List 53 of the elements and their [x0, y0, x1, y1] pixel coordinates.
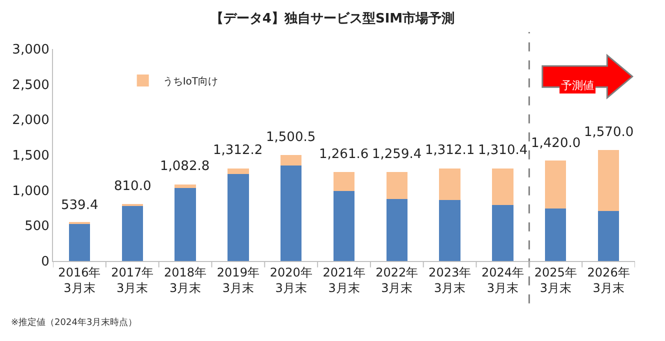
bar — [174, 184, 196, 188]
bar — [545, 160, 566, 209]
x-tick-label: 2022年 3月末 — [376, 265, 418, 295]
x-tick-label: 2016年 3月末 — [58, 265, 101, 295]
y-tick-label: 500 — [24, 219, 50, 234]
y-tick-label: 2,000 — [12, 113, 50, 128]
x-tick-label: 2018年 3月末 — [164, 265, 207, 295]
total-label: 1,570.0 — [584, 125, 634, 140]
y-tick-label: 2,500 — [12, 78, 50, 93]
bar — [492, 168, 514, 206]
x-tick-label: 2017年 3月末 — [111, 265, 154, 295]
total-label: 810.0 — [114, 179, 152, 194]
bar — [492, 205, 514, 261]
y-tick-label: 3,000 — [12, 42, 50, 58]
total-label: 539.4 — [61, 198, 98, 213]
chart-title: 【データ4】独自サービス型SIM市場予測 — [210, 10, 455, 27]
bar — [122, 206, 143, 261]
total-label: 1,261.6 — [319, 147, 369, 162]
bar — [439, 200, 460, 261]
x-tick-label: 2025年 3月末 — [534, 265, 577, 295]
legend-label: うちIoT向け — [162, 75, 218, 88]
bar — [280, 166, 302, 261]
total-label: 1,500.5 — [266, 130, 316, 145]
total-label: 1,312.2 — [213, 143, 263, 158]
bar — [545, 208, 566, 261]
bar — [386, 198, 408, 261]
y-tick-label: 1,500 — [12, 148, 50, 164]
x-tick-label: 2023年 3月末 — [428, 265, 472, 295]
bar — [333, 191, 355, 261]
bar — [439, 168, 460, 200]
bar — [386, 172, 408, 199]
total-label: 1,259.4 — [372, 147, 422, 162]
total-label: 1,082.8 — [160, 159, 210, 174]
annotation: 予測値 — [561, 79, 594, 92]
text: ※推定値（2024年3月末時点） — [11, 317, 138, 328]
bar — [598, 210, 620, 261]
bar — [174, 188, 196, 261]
total-label: 1,310.4 — [478, 143, 528, 158]
y-tick-label: 0 — [41, 254, 50, 270]
bar — [228, 174, 249, 261]
x-tick-label: 2021年 3月末 — [322, 265, 366, 295]
bar — [280, 154, 302, 166]
bar — [68, 224, 90, 261]
x-tick-label: 2024年 3月末 — [481, 265, 524, 295]
bar — [228, 168, 249, 174]
y-tick-label: 1,000 — [12, 184, 50, 199]
bar — [333, 172, 355, 192]
bar — [598, 150, 620, 211]
x-tick-label: 2019年 3月末 — [216, 265, 260, 295]
x-tick-label: 2020年 3月末 — [270, 265, 312, 295]
x-tick-label: 2026年 3月末 — [587, 265, 630, 295]
total-label: 1,420.0 — [531, 136, 581, 151]
total-label: 1,312.1 — [425, 143, 475, 158]
